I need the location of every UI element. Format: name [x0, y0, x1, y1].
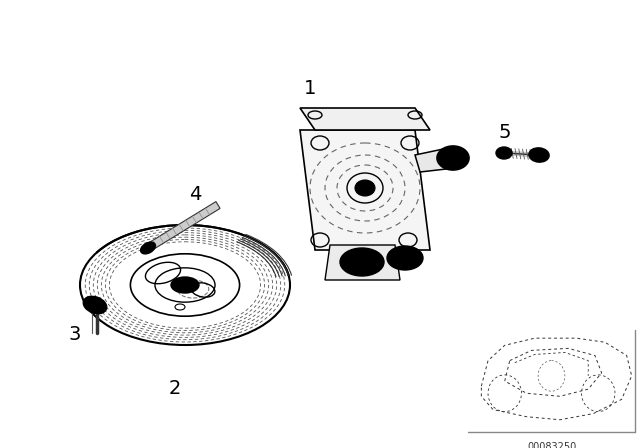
Ellipse shape: [355, 180, 375, 196]
Polygon shape: [415, 148, 460, 172]
Ellipse shape: [496, 147, 512, 159]
Ellipse shape: [394, 251, 416, 265]
Ellipse shape: [443, 150, 463, 166]
Ellipse shape: [387, 246, 423, 270]
Polygon shape: [146, 202, 220, 251]
Text: 3: 3: [69, 326, 81, 345]
Ellipse shape: [340, 248, 384, 276]
Polygon shape: [325, 245, 400, 280]
Ellipse shape: [437, 146, 469, 170]
Polygon shape: [300, 130, 430, 250]
Ellipse shape: [141, 242, 156, 254]
Text: 5: 5: [499, 122, 511, 142]
Text: 00083250: 00083250: [527, 442, 576, 448]
Ellipse shape: [83, 297, 107, 314]
Ellipse shape: [171, 277, 199, 293]
Text: 4: 4: [189, 185, 201, 204]
Polygon shape: [300, 108, 430, 130]
Text: 1: 1: [304, 78, 316, 98]
Text: 2: 2: [169, 379, 181, 397]
Ellipse shape: [529, 148, 549, 162]
